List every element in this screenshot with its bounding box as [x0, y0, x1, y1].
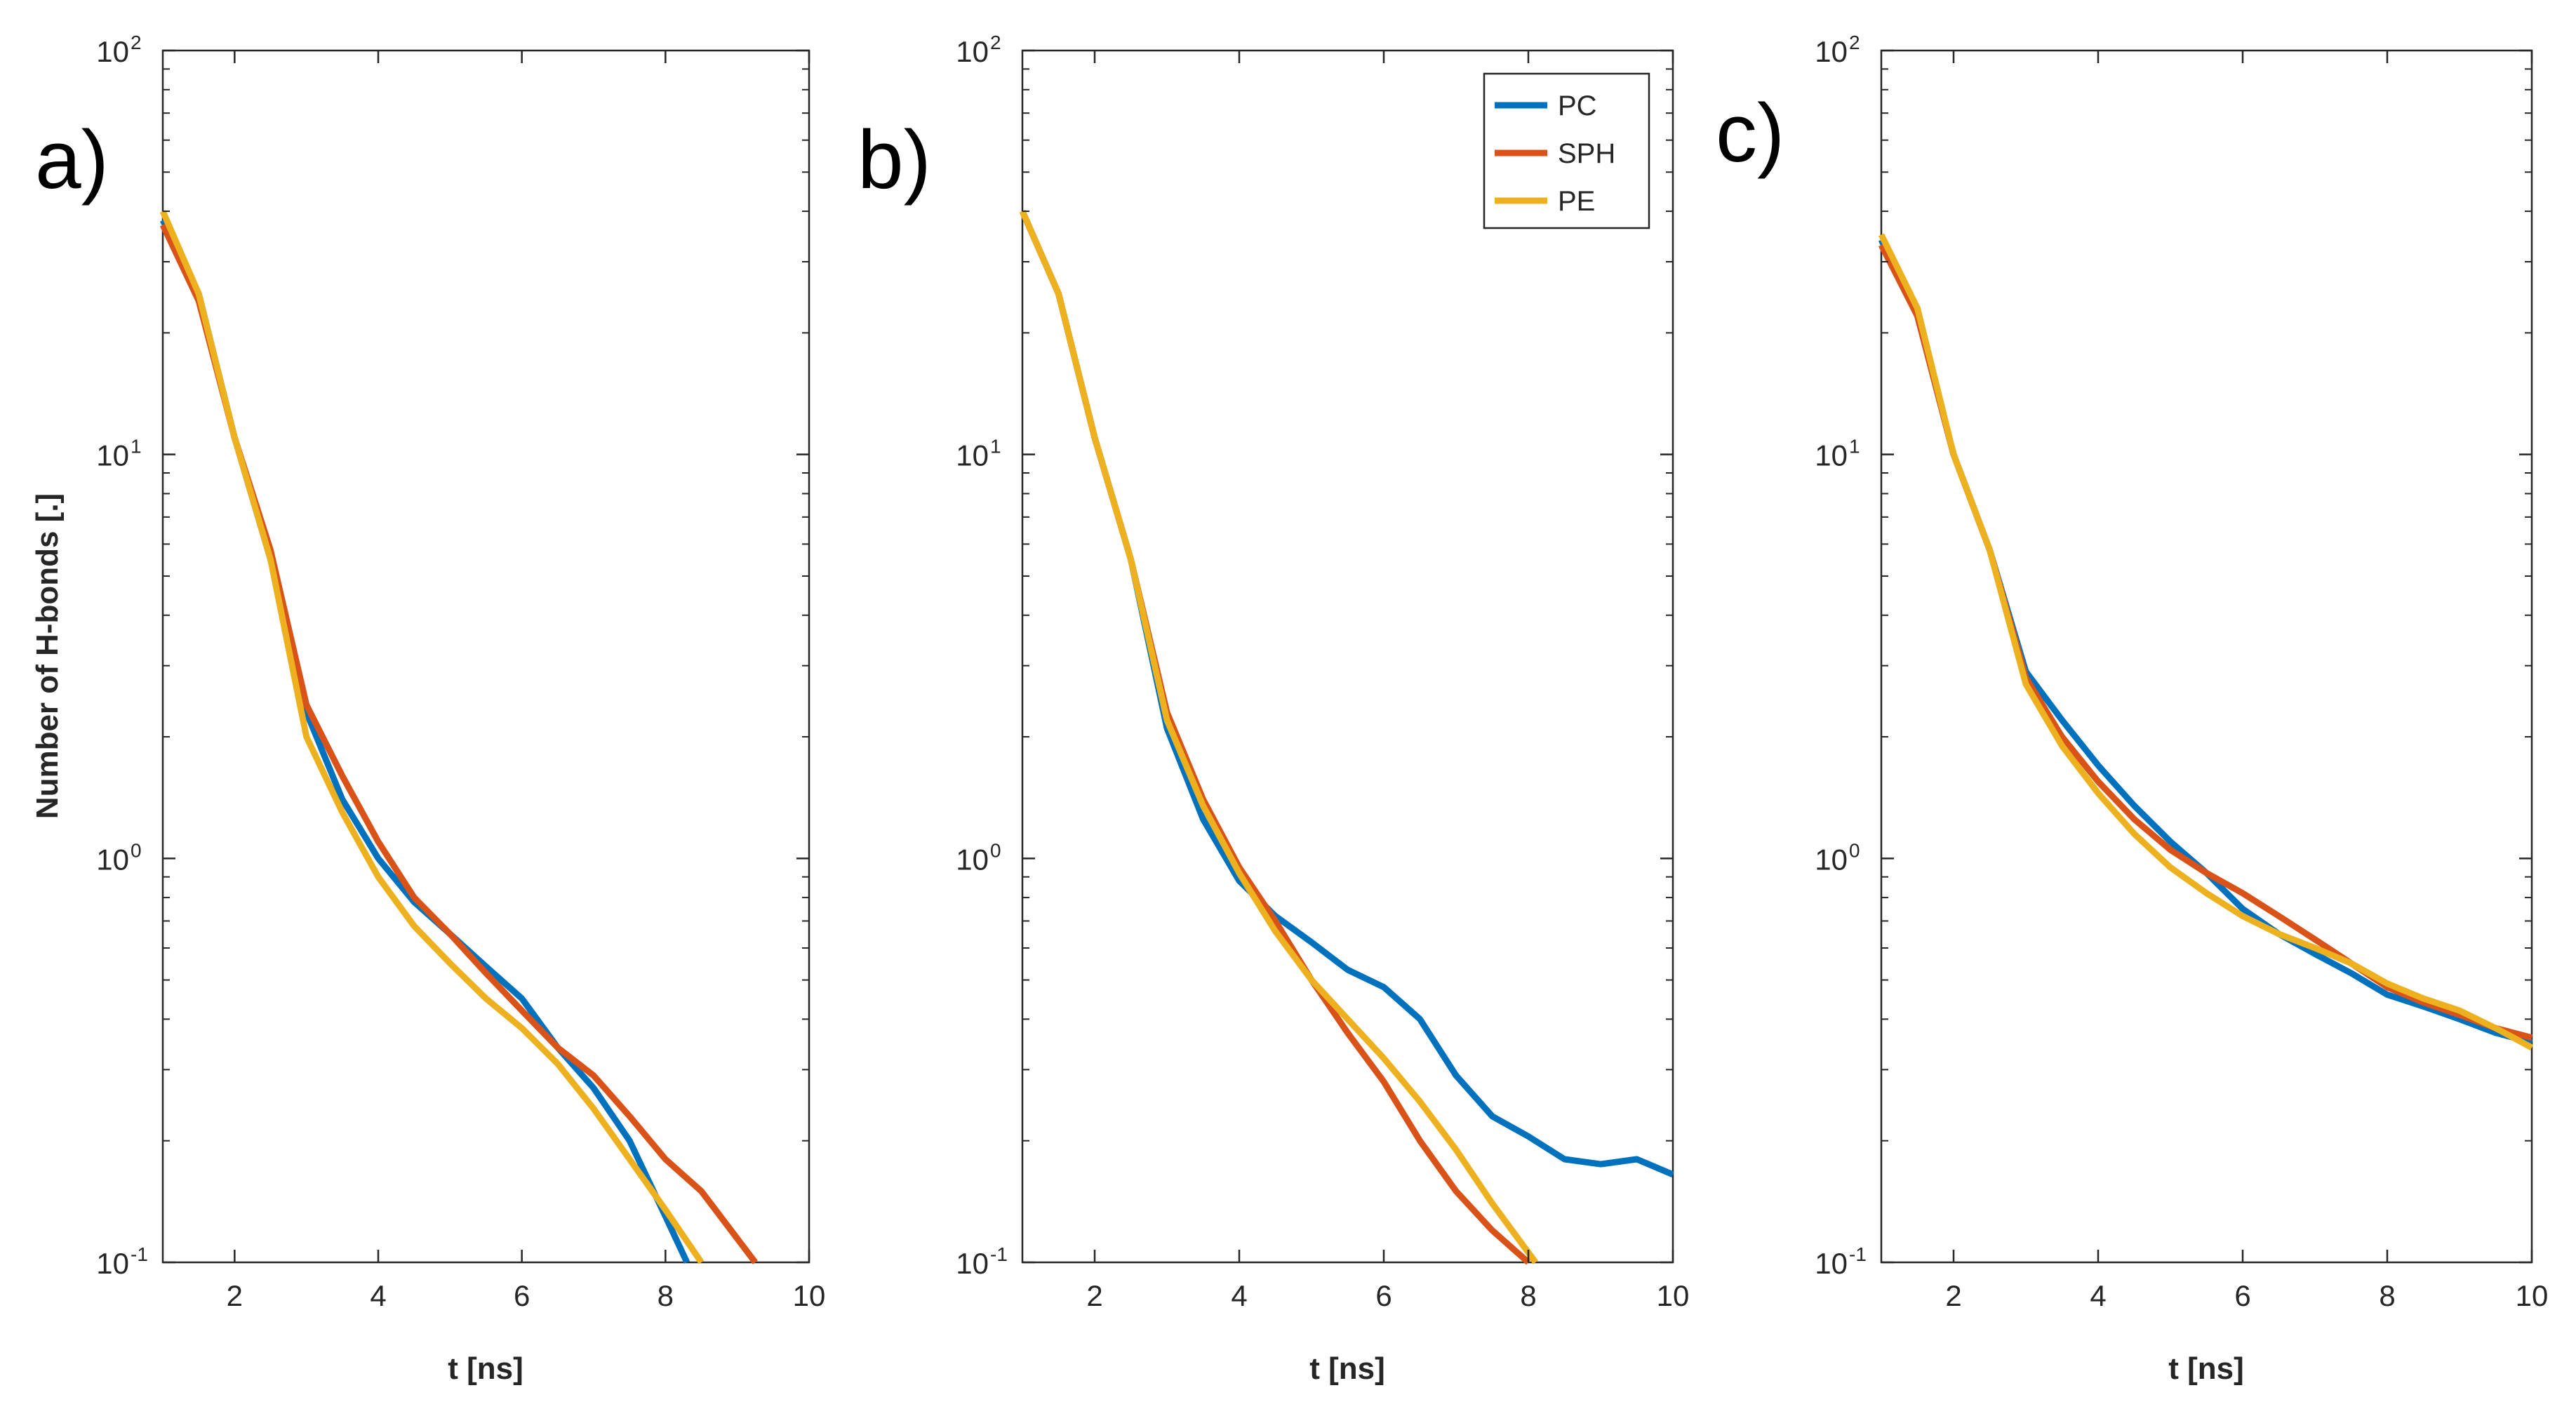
x-tick-label-c-0: 2 — [1945, 1279, 1961, 1312]
x-tick-label-b-3: 8 — [1520, 1279, 1536, 1312]
series-line-pe-c — [1878, 233, 2534, 1050]
x-tick-label-c-4: 10 — [2516, 1279, 2549, 1312]
y-tick-exponent-b-1: 0 — [990, 839, 1001, 861]
y-tick-label-b-1: 10 — [956, 843, 989, 876]
panel-label-a: a) — [35, 114, 109, 206]
y-axis-label: Number of H-bonds [.] — [30, 493, 65, 819]
plot-area-c — [1880, 49, 2533, 1264]
x-axis-label-a: t [ns] — [448, 1351, 523, 1386]
series-line-pe-b — [1019, 210, 1538, 1264]
y-tick-exponent-b-0: -1 — [990, 1243, 1008, 1265]
panel-label-c: c) — [1716, 87, 1784, 180]
legend-label-pc: PC — [1558, 91, 1597, 121]
plot-area-b — [1021, 49, 1674, 1264]
x-tick-label-b-4: 10 — [1657, 1279, 1690, 1312]
x-tick-label-b-0: 2 — [1086, 1279, 1102, 1312]
panel-label-b: b) — [857, 114, 931, 206]
x-tick-label-b-1: 4 — [1231, 1279, 1247, 1312]
x-tick-label-a-2: 6 — [514, 1279, 530, 1312]
y-tick-label-c-0: 10 — [1815, 1247, 1848, 1280]
legend-label-sph: SPH — [1558, 138, 1615, 169]
series-line-pe-a — [159, 210, 705, 1264]
y-tick-exponent-c-3: 2 — [1849, 32, 1860, 53]
x-axis-label-b: t [ns] — [1309, 1351, 1385, 1386]
x-tick-label-a-3: 8 — [658, 1279, 674, 1312]
y-tick-label-c-1: 10 — [1815, 843, 1848, 876]
x-tick-label-c-1: 4 — [2090, 1279, 2106, 1312]
x-tick-label-a-4: 10 — [793, 1279, 826, 1312]
plot-area-a — [161, 49, 810, 1264]
y-tick-exponent-a-3: 2 — [131, 32, 142, 53]
y-tick-exponent-a-2: 1 — [131, 436, 142, 458]
y-tick-label-a-3: 10 — [96, 35, 129, 68]
y-tick-label-a-0: 10 — [96, 1247, 129, 1280]
y-tick-label-c-3: 10 — [1815, 35, 1848, 68]
y-tick-exponent-c-2: 1 — [1849, 436, 1860, 458]
x-tick-label-a-0: 2 — [227, 1279, 243, 1312]
y-tick-label-b-0: 10 — [956, 1247, 989, 1280]
y-tick-exponent-a-1: 0 — [131, 839, 142, 861]
x-axis-label-c: t [ns] — [2168, 1351, 2244, 1386]
y-tick-label-a-1: 10 — [96, 843, 129, 876]
y-tick-label-a-2: 10 — [96, 439, 129, 472]
y-tick-exponent-a-0: -1 — [131, 1243, 148, 1265]
y-tick-exponent-c-0: -1 — [1849, 1243, 1867, 1265]
x-tick-label-a-1: 4 — [370, 1279, 386, 1312]
y-tick-label-b-3: 10 — [956, 35, 989, 68]
legend: PC SPH PE — [1483, 72, 1650, 229]
x-tick-label-b-2: 6 — [1375, 1279, 1392, 1312]
y-tick-exponent-b-2: 1 — [990, 436, 1001, 458]
y-tick-exponent-c-1: 0 — [1849, 839, 1860, 861]
y-tick-label-c-2: 10 — [1815, 439, 1848, 472]
y-tick-exponent-b-3: 2 — [990, 32, 1001, 53]
legend-label-pe: PE — [1558, 186, 1595, 217]
x-tick-label-c-3: 8 — [2379, 1279, 2395, 1312]
y-tick-label-b-2: 10 — [956, 439, 989, 472]
x-tick-label-c-2: 6 — [2234, 1279, 2250, 1312]
